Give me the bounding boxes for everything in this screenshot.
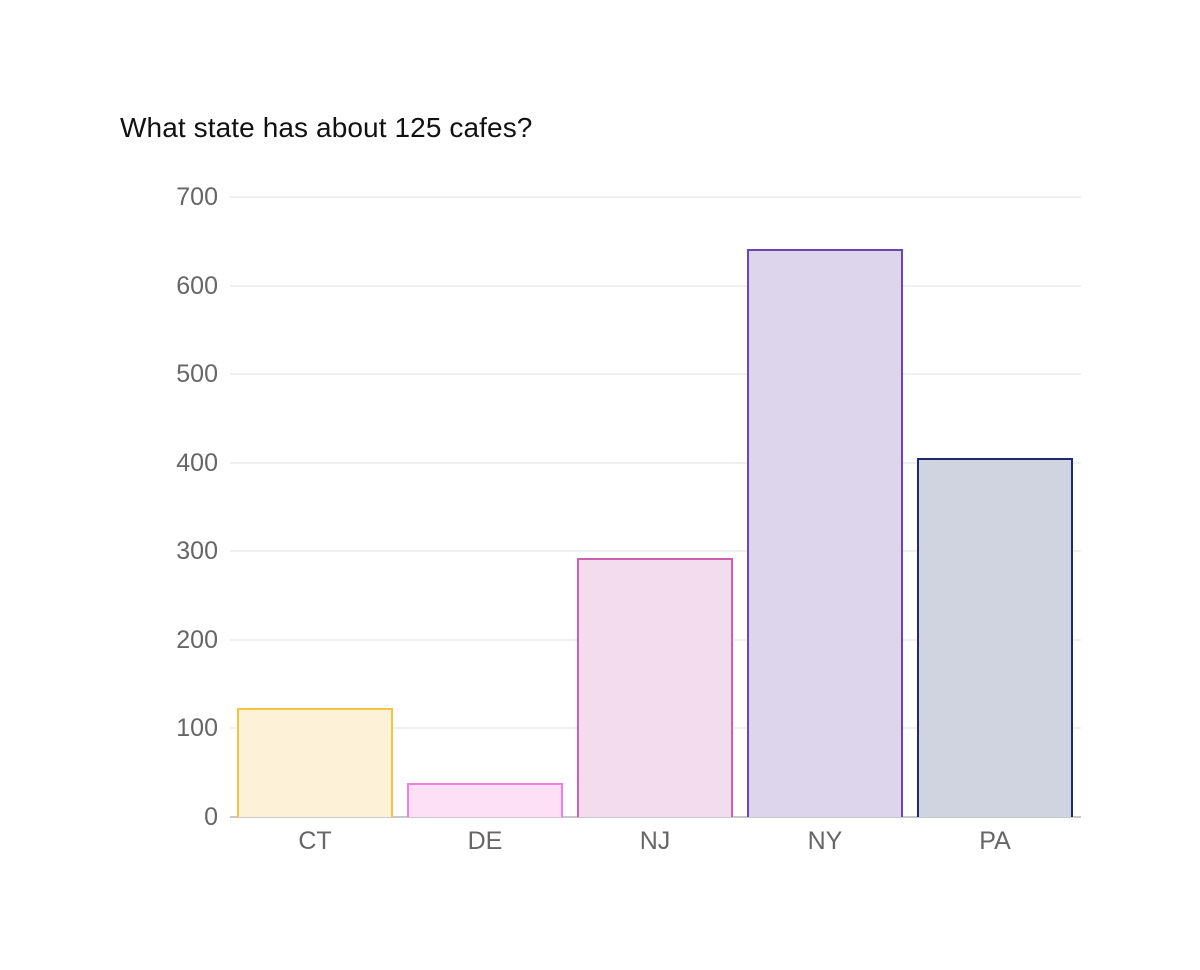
bar-ct[interactable] [237,708,393,817]
y-tick-label: 500 [176,360,218,389]
y-tick-label: 300 [176,537,218,566]
x-axis-line [230,816,1081,818]
bar-ny[interactable] [747,249,903,817]
x-tick-label: NJ [639,827,671,855]
bar-nj[interactable] [577,558,733,817]
gridline [230,550,1081,553]
bar-de[interactable] [407,783,563,817]
x-tick-label: NY [807,827,843,855]
y-tick-label: 200 [176,625,218,654]
y-tick-label: 600 [176,271,218,300]
x-tick-label: PA [979,827,1011,855]
y-tick-label: 400 [176,448,218,477]
gridline [230,284,1081,287]
x-tick-label: CT [298,827,332,855]
y-tick-label: 700 [176,183,218,211]
chart-title: What state has about 125 cafes? [120,112,533,143]
x-tick-label: DE [467,827,503,855]
y-tick-label: 100 [176,714,218,743]
y-tick-label: 0 [204,803,218,831]
gridline [230,196,1081,198]
bar-pa[interactable] [917,458,1073,817]
gridline [230,373,1081,376]
gridline [230,461,1081,464]
